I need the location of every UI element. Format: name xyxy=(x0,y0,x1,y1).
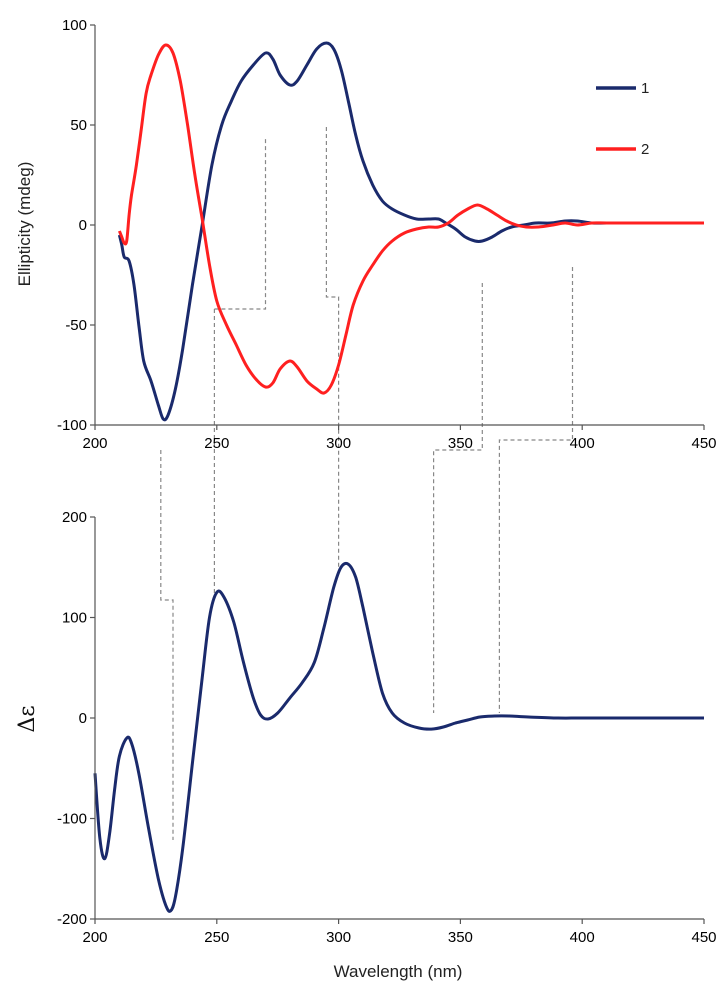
bot-y-tick-label: 200 xyxy=(62,509,87,526)
bottom-y-ticks: -200 -100 0 100 200 xyxy=(57,509,95,928)
transition-dashed-line xyxy=(433,283,483,713)
transition-dashed-line xyxy=(325,127,340,568)
legend-label-1: 1 xyxy=(641,80,649,97)
legend-label-2: 2 xyxy=(641,141,649,158)
bottom-y-axis-title: Δε xyxy=(15,705,40,732)
top-y-tick-label: 100 xyxy=(62,17,87,34)
bot-series-line-1 xyxy=(93,561,704,913)
bot-x-tick-label: 200 xyxy=(82,929,107,946)
bot-x-tick-label: 450 xyxy=(691,929,716,946)
bot-x-tick-label: 350 xyxy=(448,929,473,946)
top-y-axis-title: Ellipticity (mdeg) xyxy=(15,162,34,287)
top-x-tick-label: 400 xyxy=(570,435,595,452)
top-y-ticks: -100 -50 0 50 100 xyxy=(57,17,95,434)
transition-dashed-line xyxy=(160,450,174,840)
bot-y-tick-label: 0 xyxy=(79,710,87,727)
top-transition-lines xyxy=(160,127,574,840)
bot-y-tick-label: 100 xyxy=(62,610,87,627)
top-series-line-2 xyxy=(118,43,704,395)
top-x-tick-label: 450 xyxy=(691,435,716,452)
bottom-panel: -200 -100 0 100 200 200 250 300 350 400 450 Δε Wa… xyxy=(15,509,717,981)
top-y-tick-label: 50 xyxy=(70,117,87,134)
top-series-line-1 xyxy=(117,41,704,422)
bot-x-tick-label: 250 xyxy=(204,929,229,946)
bot-x-tick-label: 300 xyxy=(326,929,351,946)
transition-dashed-line xyxy=(498,267,574,713)
bottom-x-ticks: 200 250 300 350 400 450 xyxy=(82,919,717,946)
bottom-series-group xyxy=(93,561,704,913)
bot-x-tick-label: 400 xyxy=(570,929,595,946)
top-y-tick-label: -50 xyxy=(65,317,87,334)
legend: 1 2 xyxy=(596,80,649,158)
top-panel: -100 -50 0 50 100 200 250 300 350 400 450 Ellipti… xyxy=(15,17,717,840)
transition-dashed-line xyxy=(214,139,267,310)
top-y-tick-label: 0 xyxy=(79,217,87,234)
top-y-tick-label: -100 xyxy=(57,417,87,434)
top-series-group xyxy=(117,41,704,422)
top-x-tick-label: 300 xyxy=(326,435,351,452)
bot-y-tick-label: -200 xyxy=(57,911,87,928)
top-x-tick-label: 350 xyxy=(448,435,473,452)
top-x-ticks: 200 250 300 350 400 450 xyxy=(82,425,717,452)
top-x-tick-label: 250 xyxy=(204,435,229,452)
bot-y-tick-label: -100 xyxy=(57,811,87,828)
top-x-tick-label: 200 xyxy=(82,435,107,452)
bottom-x-axis-title: Wavelength (nm) xyxy=(334,962,463,981)
